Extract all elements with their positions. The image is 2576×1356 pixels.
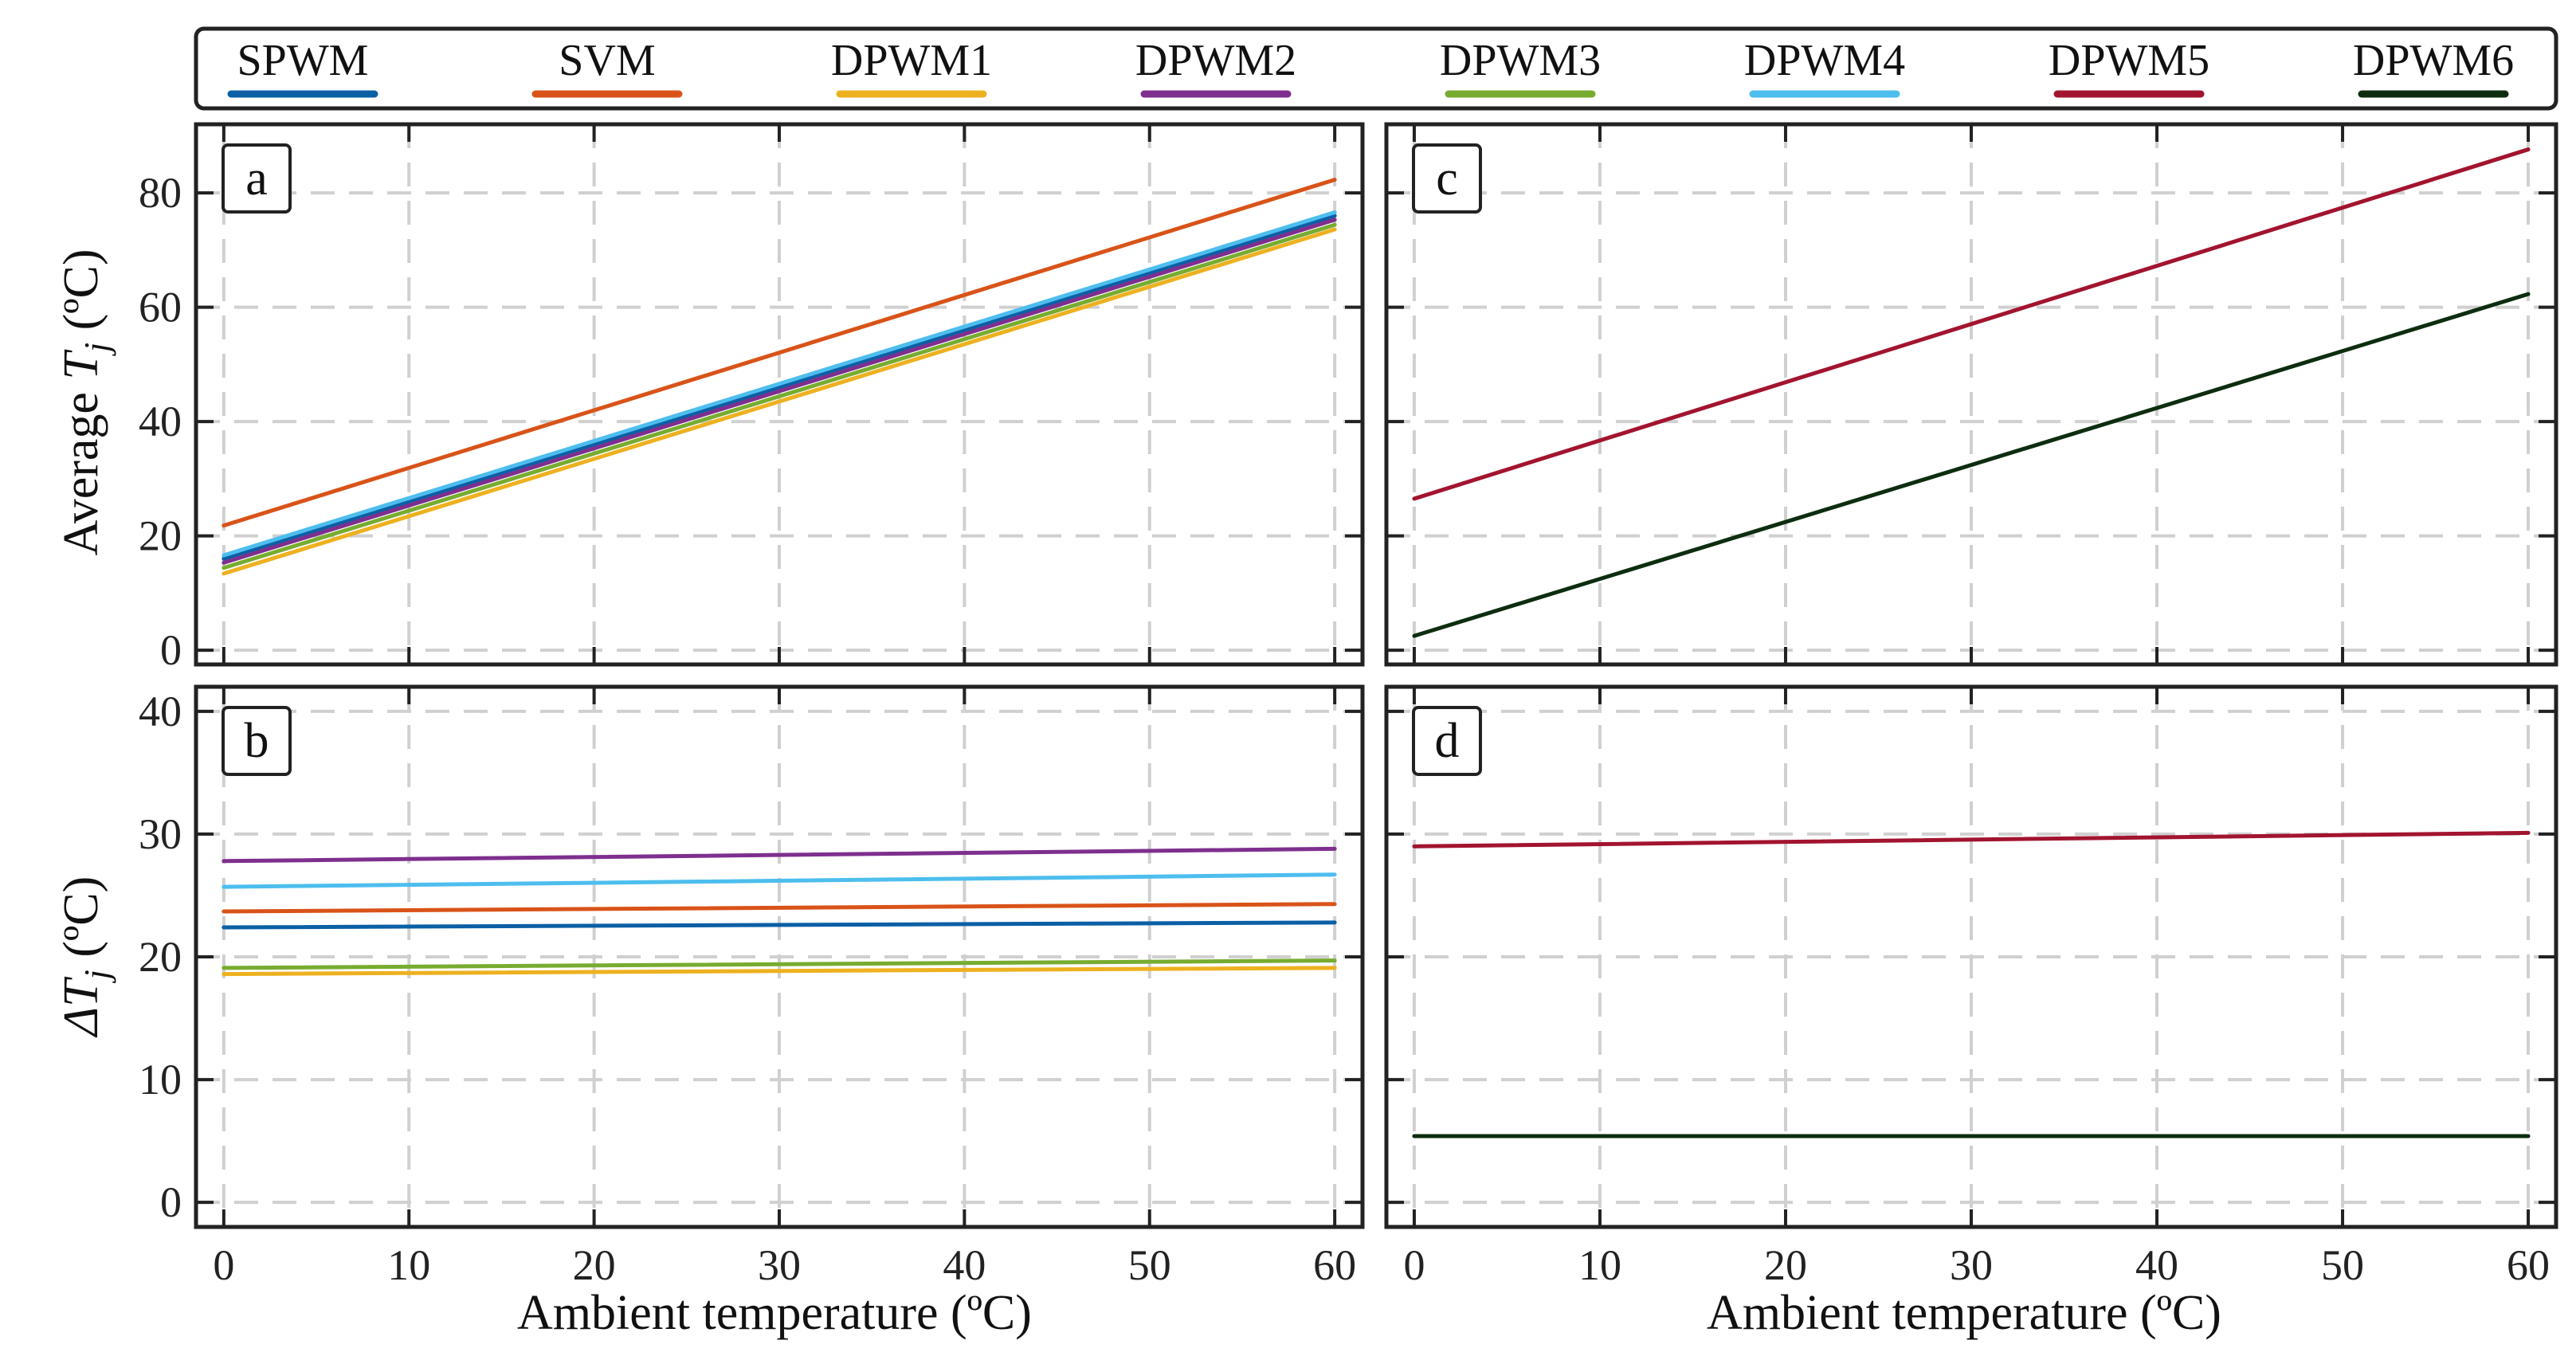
series-line-dpwm4: [222, 210, 1337, 558]
series-line-svm: [222, 178, 1337, 528]
panel-label-box: [222, 706, 292, 776]
panel-c: c: [1384, 122, 2558, 667]
panel-label-a: a: [222, 143, 292, 214]
series-line-dpwm6: [1412, 292, 2531, 638]
x-tick-label: 30: [1950, 1241, 1993, 1289]
x-tick-label: 30: [758, 1241, 801, 1289]
x-tick-label: 40: [2135, 1241, 2178, 1289]
legend-item-dpwm4: DPWM4: [1744, 36, 1905, 98]
series-line-dpwm3: [222, 222, 1337, 570]
legend-label: DPWM4: [1744, 36, 1905, 85]
grid: [196, 687, 1362, 1227]
x-tick-label: 0: [213, 1241, 234, 1289]
panel-label-c: c: [1412, 143, 1482, 214]
y-tick-label: 40: [139, 688, 182, 735]
x-tick-label: 20: [1764, 1241, 1807, 1289]
panel-label-d: d: [1412, 706, 1482, 776]
y-tick-label: 0: [160, 626, 182, 674]
plot-frame: [194, 684, 1365, 1229]
ticks: [1386, 687, 2556, 1227]
panel-label-text: b: [245, 714, 269, 768]
series-line-dpwm5: [1412, 830, 2531, 848]
grid: [196, 124, 1362, 664]
plot-frame: [1384, 122, 2558, 667]
x-tick-label: 40: [943, 1241, 986, 1289]
ticks: [196, 687, 1362, 1227]
legend-label: SPWM: [237, 36, 369, 85]
panel-label-box: [1412, 706, 1482, 776]
series-line-spwm: [222, 920, 1337, 930]
x-tick-label: 10: [1578, 1241, 1621, 1289]
legend-label: DPWM3: [1440, 36, 1601, 85]
legend-item-dpwm5: DPWM5: [2049, 36, 2209, 98]
x-tick-label: 20: [573, 1241, 616, 1289]
series-line-dpwm2: [222, 846, 1337, 864]
x-tick-label: 0: [1403, 1241, 1425, 1289]
panel-label-text: d: [1435, 714, 1460, 768]
x-tick-label: 10: [387, 1241, 430, 1289]
series-line-dpwm3: [222, 958, 1337, 970]
x-axis-title-left: Ambient temperature (ºC): [517, 1286, 1032, 1340]
panel-b: 0 10 20 30 40 50 60 0 10 20 30 40 b: [139, 684, 1365, 1289]
y-tick-label: 20: [139, 933, 182, 981]
panel-label-text: a: [245, 151, 268, 206]
x-tick-label: 60: [2507, 1241, 2550, 1289]
panel-label-text: c: [1436, 151, 1458, 206]
ticks: [1386, 124, 2556, 664]
legend-label: DPWM2: [1135, 36, 1296, 85]
panel-d: 0 10 20 30 40 50 60 d: [1384, 684, 2558, 1289]
series-line-dpwm4: [222, 872, 1337, 889]
x-tick-label: 50: [1128, 1241, 1171, 1289]
y-tick-label: 40: [139, 398, 182, 445]
x-axis-title-right: Ambient temperature (ºC): [1707, 1286, 2221, 1340]
legend-item-dpwm3: DPWM3: [1440, 36, 1601, 98]
x-tick-label: 50: [2321, 1241, 2364, 1289]
x-tick-label: 60: [1313, 1241, 1356, 1289]
y-axis-title-top: Average Tj (ºC): [54, 249, 116, 556]
series-line-dpwm2: [222, 218, 1337, 565]
legend-item-dpwm6: DPWM6: [2353, 36, 2514, 98]
ticks: [196, 124, 1362, 664]
legend-item-dpwm2: DPWM2: [1135, 36, 1296, 98]
grid: [1386, 687, 2556, 1227]
y-tick-label: 60: [139, 284, 182, 331]
grid: [1386, 124, 2556, 664]
legend-frame: [194, 26, 2558, 111]
legend-item-spwm: SPWM: [227, 36, 378, 98]
panel-label-b: b: [222, 706, 292, 776]
series-line-dpwm1: [222, 966, 1337, 977]
legend-label: DPWM5: [2049, 36, 2209, 85]
plot-frame: [1384, 684, 2558, 1229]
y-tick-label: 30: [139, 810, 182, 858]
y-tick-label: 10: [139, 1056, 182, 1103]
series-line-spwm: [222, 214, 1337, 561]
panel-a: 0 20 40 60 80 a: [139, 122, 1365, 674]
series-line-svm: [222, 902, 1337, 914]
series-line-dpwm1: [222, 227, 1337, 576]
panel-label-box: [222, 143, 292, 214]
legend: SPWM SVM DPWM1 DPWM2 DPWM3 DPWM4 DPWM5 DPWM6: [194, 26, 2558, 111]
series-line-dpwm5: [1412, 147, 2531, 501]
legend-label: DPWM6: [2353, 36, 2514, 85]
plot-frame: [194, 122, 1365, 667]
legend-item-dpwm1: DPWM1: [831, 36, 992, 98]
legend-label: SVM: [559, 36, 655, 85]
legend-label: DPWM1: [831, 36, 992, 85]
panel-label-box: [1412, 143, 1482, 214]
y-tick-label: 20: [139, 512, 182, 560]
y-axis-title-bottom: ΔTj (ºC): [54, 876, 116, 1038]
y-tick-label: 0: [160, 1178, 182, 1226]
y-tick-label: 80: [139, 169, 182, 217]
legend-item-svm: SVM: [531, 36, 683, 98]
